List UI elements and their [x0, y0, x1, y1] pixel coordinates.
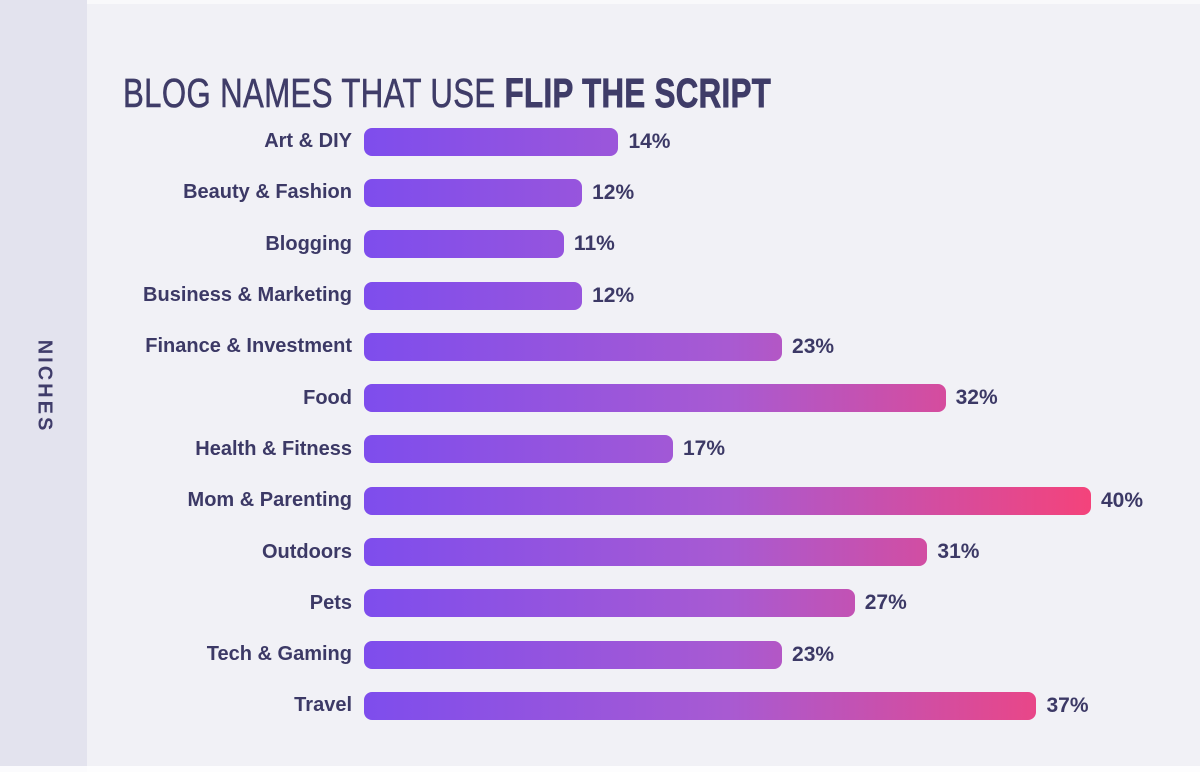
bar	[364, 281, 583, 310]
bar-row: Food 32%	[87, 372, 1200, 423]
bar	[364, 435, 673, 464]
bar-row: Travel 37%	[87, 680, 1200, 731]
bar-label: Art & DIY	[264, 130, 352, 153]
bar-value: 37%	[1046, 693, 1089, 717]
bar-label: Beauty & Fashion	[183, 181, 352, 204]
bar-label: Food	[303, 386, 352, 409]
bar-row: Finance & Investment 23%	[87, 321, 1200, 372]
bar-chart: Art & DIY 14% Beauty & Fashion 12% Blogging 1…	[87, 116, 1200, 732]
bar	[364, 127, 619, 156]
bar	[364, 178, 583, 207]
bar-label: Mom & Parenting	[187, 489, 352, 512]
bar	[364, 640, 783, 669]
bar-value: 23%	[792, 334, 835, 358]
bar-row: Art & DIY 14%	[87, 116, 1200, 167]
bar	[364, 589, 855, 618]
bar-label: Tech & Gaming	[206, 643, 352, 666]
bar-row: Tech & Gaming 23%	[87, 629, 1200, 680]
bar	[364, 332, 783, 361]
bar-value: 40%	[1101, 488, 1144, 512]
bar-label: Blogging	[265, 232, 352, 255]
bar-value: 12%	[592, 180, 635, 204]
bar-value: 17%	[682, 437, 725, 461]
bar	[364, 230, 564, 259]
bar-value: 31%	[937, 540, 980, 564]
bar-value: 32%	[955, 386, 998, 410]
bar-value: 23%	[792, 642, 835, 666]
bar-row: Outdoors 31%	[87, 526, 1200, 577]
bottom-edge-highlight	[0, 766, 1200, 772]
bar	[364, 486, 1091, 515]
bar-value: 14%	[628, 129, 671, 153]
chart-title-bold: FLIP THE SCRIPT	[504, 70, 772, 117]
bar-value: 27%	[864, 591, 907, 615]
bar-label: Outdoors	[262, 540, 352, 563]
bar-row: Health & Fitness 17%	[87, 424, 1200, 475]
bar	[364, 538, 928, 567]
bar-value: 12%	[592, 283, 635, 307]
bar-label: Finance & Investment	[145, 335, 352, 358]
bar-label: Business & Marketing	[143, 284, 352, 307]
bar-row: Blogging 11%	[87, 219, 1200, 270]
y-axis-label: NICHES	[33, 339, 56, 433]
bar	[364, 384, 946, 413]
bar-row: Business & Marketing 12%	[87, 270, 1200, 321]
bar-row: Beauty & Fashion 12%	[87, 167, 1200, 218]
bar-label: Pets	[309, 591, 352, 614]
bar-label: Health & Fitness	[195, 437, 352, 460]
bar-label: Travel	[294, 694, 352, 717]
bar-row: Mom & Parenting 40%	[87, 475, 1200, 526]
bar-value: 11%	[573, 232, 615, 256]
top-edge-highlight	[0, 0, 1200, 4]
chart-title: BLOG NAMES THAT USE FLIP THE SCRIPT	[123, 70, 772, 117]
bar-row: Pets 27%	[87, 578, 1200, 629]
bar-rows: Art & DIY 14% Beauty & Fashion 12% Blogging 1…	[87, 116, 1200, 732]
niches-sidebar: NICHES	[0, 0, 87, 772]
bar	[364, 691, 1037, 720]
chart-title-regular: BLOG NAMES THAT USE	[123, 70, 505, 117]
